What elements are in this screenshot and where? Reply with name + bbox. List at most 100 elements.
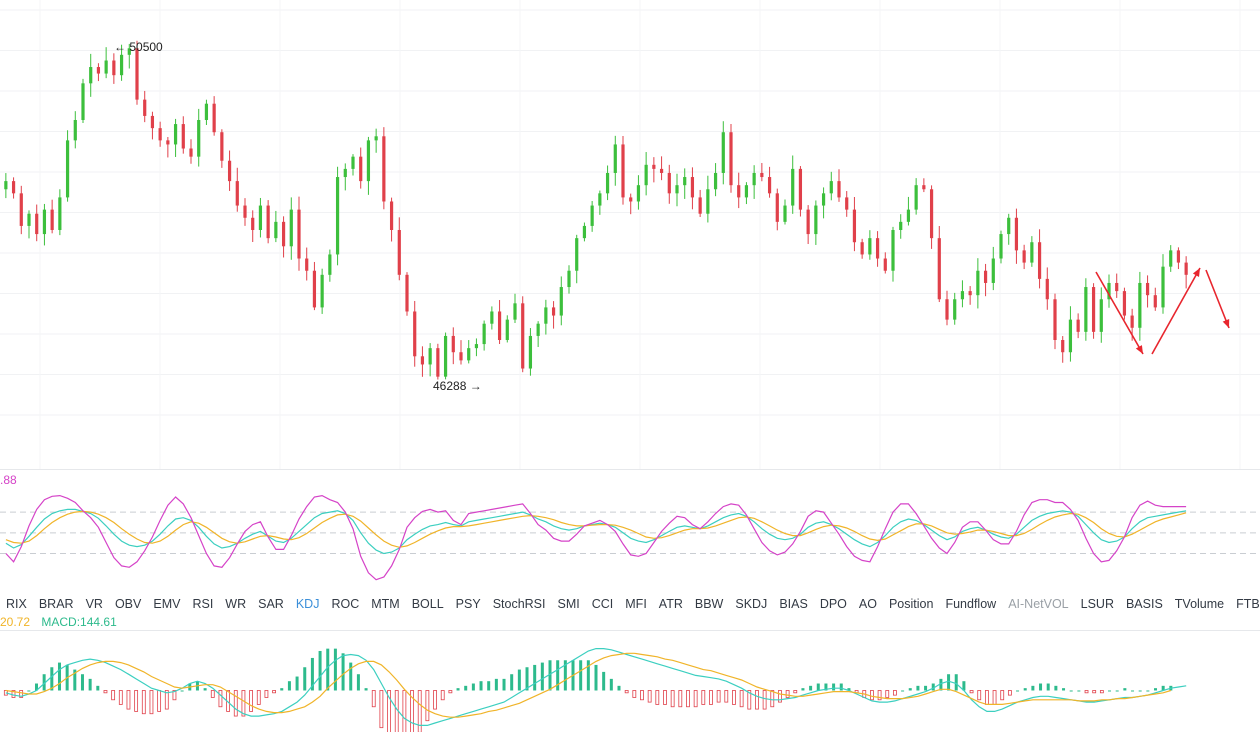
tab-stochrsi[interactable]: StochRSI	[492, 597, 546, 611]
macd-histogram-bar	[693, 690, 698, 708]
tab-cci[interactable]: CCI	[591, 597, 614, 611]
macd-histogram-bar	[655, 690, 660, 705]
tab-lsur[interactable]: LSUR	[1080, 597, 1114, 611]
macd-histogram-bar	[172, 690, 177, 701]
candle	[343, 163, 347, 191]
candle	[1153, 287, 1157, 311]
tab-emv[interactable]: EMV	[153, 597, 181, 611]
macd-histogram-bar	[778, 690, 782, 703]
candle-body	[112, 60, 116, 76]
candle	[1084, 278, 1088, 341]
macd-histogram-bar	[1046, 683, 1050, 691]
candle	[35, 204, 39, 242]
macd-histogram-bar	[556, 660, 560, 691]
candle-body	[258, 205, 263, 230]
candle-body	[775, 193, 779, 222]
tab-smi[interactable]: SMI	[557, 597, 580, 611]
candle	[104, 47, 108, 79]
drawn-arrow-up	[1151, 267, 1201, 355]
candle-body	[729, 132, 733, 186]
tab-boll[interactable]: BOLL	[411, 597, 444, 611]
candle	[119, 44, 124, 81]
tab-rsi[interactable]: RSI	[192, 597, 214, 611]
tab-atr[interactable]: ATR	[658, 597, 683, 611]
candle	[721, 121, 725, 185]
tab-ftbs[interactable]: FTBS	[1236, 597, 1260, 611]
tab-vr[interactable]: VR	[85, 597, 103, 611]
candle-body	[1091, 287, 1096, 332]
drawn-arrow-down	[1095, 271, 1144, 355]
candle-body	[783, 205, 787, 222]
candle-body	[197, 120, 201, 157]
candle-body	[559, 287, 563, 316]
candle-body	[582, 225, 587, 239]
tab-fundflow[interactable]: Fundflow	[945, 597, 997, 611]
tab-mtm[interactable]: MTM	[371, 597, 400, 611]
candle	[806, 205, 810, 245]
candle	[1169, 245, 1173, 272]
macd-histogram-bar	[732, 690, 736, 705]
macd-histogram-bar	[333, 648, 337, 691]
tab-rix[interactable]: RIX	[6, 597, 27, 611]
macd-histogram-bar	[525, 667, 529, 691]
macd-histogram-bar	[609, 678, 613, 691]
candle-body	[305, 258, 309, 271]
macd-histogram-bar	[586, 660, 590, 691]
macd-histogram-bar	[42, 674, 46, 691]
macd-histogram-bar	[280, 688, 284, 691]
macd-histogram-bar	[824, 683, 828, 691]
macd-histogram-bar	[11, 690, 16, 698]
candle-body	[767, 177, 772, 194]
kdj-indicator-chart	[0, 494, 1260, 581]
macd-histogram-bar	[724, 690, 729, 703]
tab-kdj[interactable]: KDJ	[295, 597, 320, 611]
candle-body	[235, 181, 239, 206]
candle-body	[150, 115, 155, 129]
macd-histogram-bar	[548, 660, 552, 691]
tab-skdj[interactable]: SKDJ	[735, 597, 768, 611]
macd-histogram-bar	[494, 678, 498, 691]
candle-body	[65, 140, 70, 198]
tab-position[interactable]: Position	[888, 597, 934, 611]
tab-basis[interactable]: BASIS	[1125, 597, 1163, 611]
macd-histogram-bar	[118, 690, 123, 705]
candle	[960, 280, 965, 308]
candle-body	[328, 254, 332, 275]
tab-obv[interactable]: OBV	[114, 597, 142, 611]
tab-ai-netvol[interactable]: AI-NetVOL	[1008, 597, 1069, 611]
macd-histogram-bar	[379, 690, 384, 729]
macd-histogram-bar	[256, 690, 261, 705]
tab-psy[interactable]: PSY	[455, 597, 481, 611]
candle	[868, 230, 872, 260]
candle	[860, 238, 864, 259]
candle	[968, 286, 972, 305]
macd-histogram-bar	[839, 683, 843, 691]
macd-dif-line	[5, 648, 1187, 727]
tab-tvolume[interactable]: TVolume	[1174, 597, 1225, 611]
high-price-label: 50500	[129, 40, 163, 54]
tab-bbw[interactable]: BBW	[694, 597, 724, 611]
candle-body	[204, 103, 209, 120]
candle-body	[875, 238, 880, 259]
candlestick-chart[interactable]	[0, 0, 1260, 470]
tab-mfi[interactable]: MFI	[625, 597, 647, 611]
candle	[328, 249, 332, 282]
tab-brar[interactable]: BRAR	[38, 597, 74, 611]
tab-sar[interactable]: SAR	[258, 597, 284, 611]
macd-histogram-bar	[1092, 690, 1097, 694]
candle	[266, 200, 270, 244]
candle	[929, 185, 934, 249]
candle-body	[675, 185, 679, 194]
candle	[397, 217, 401, 281]
macd-histogram-bar	[326, 648, 330, 691]
tab-wr[interactable]: WR	[225, 597, 247, 611]
candle-body	[860, 242, 864, 255]
tab-ao[interactable]: AO	[858, 597, 877, 611]
tab-roc[interactable]: ROC	[331, 597, 360, 611]
tab-dpo[interactable]: DPO	[819, 597, 847, 611]
macd-histogram-bar	[785, 690, 790, 698]
tab-bias[interactable]: BIAS	[779, 597, 808, 611]
candle	[1176, 247, 1181, 270]
candle	[1007, 213, 1011, 245]
candle-body	[42, 209, 47, 235]
